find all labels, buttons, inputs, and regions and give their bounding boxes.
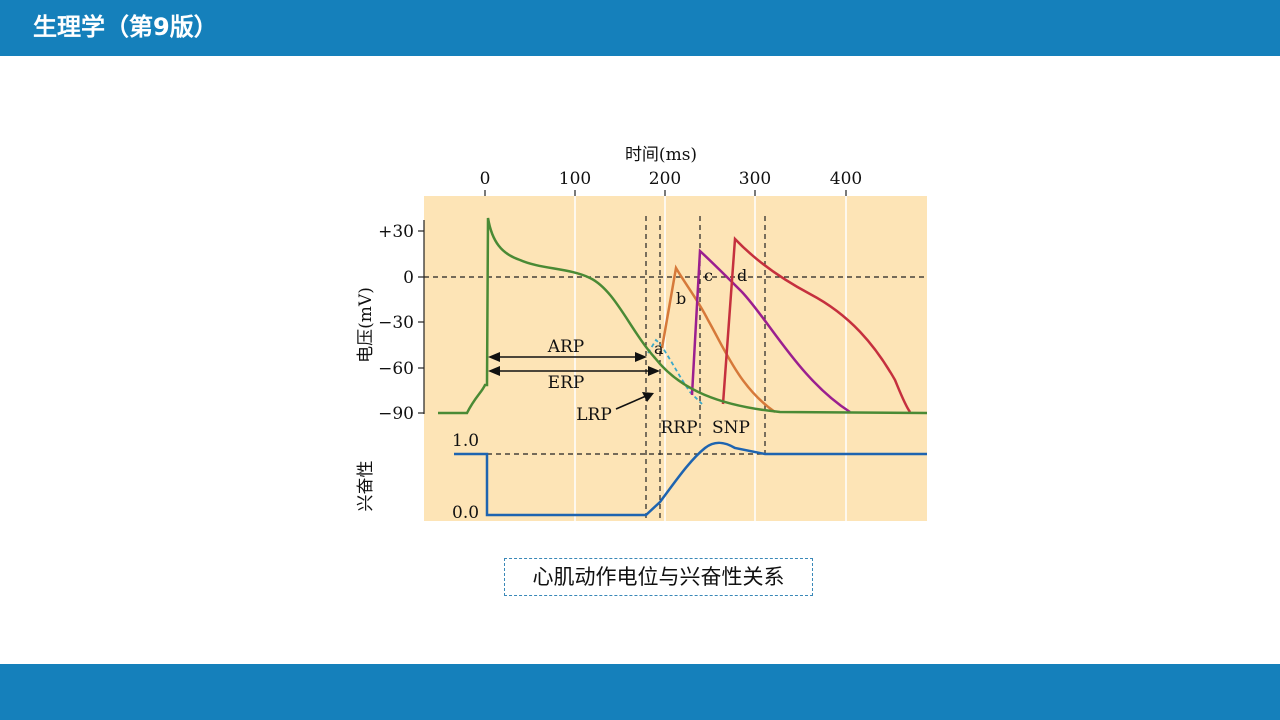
grid-lines (574, 196, 847, 521)
x-tick-400: 400 (830, 169, 862, 189)
x-axis-title: 时间(ms) (625, 145, 697, 165)
y-tick-plus30: +30 (378, 222, 414, 242)
plot-background (424, 196, 927, 521)
action-potential-diagram: 时间(ms) 0 100 200 300 400 +30 0 −30 (356, 145, 928, 523)
response-curve-c (690, 248, 851, 414)
x-tick-300: 300 (739, 169, 771, 189)
label-curve-b: b (676, 289, 686, 308)
y-tick-marks (418, 230, 424, 414)
footer-bar (0, 664, 1280, 720)
label-curve-a: a (654, 339, 664, 358)
annotation-labels: ARP ERP LRP RRP SNP a b c d (547, 266, 750, 438)
y-axis-ticks: +30 0 −30 −60 −90 (378, 222, 414, 424)
x-axis-ticks: 0 100 200 300 400 (480, 169, 863, 189)
y-tick-minus90: −90 (378, 404, 414, 424)
x-tick-200: 200 (649, 169, 681, 189)
y-tick-0: 0 (403, 268, 414, 288)
label-lrp: LRP (576, 405, 612, 425)
header-bar: 生理学（第9版） (0, 0, 1280, 56)
excitability-curve (454, 441, 927, 517)
label-rrp: RRP (660, 418, 697, 438)
response-curve-b (660, 264, 776, 414)
normal-action-potential-curve (438, 217, 928, 415)
label-curve-d: d (737, 266, 747, 285)
figure-caption: 心肌动作电位与兴奋性关系 (504, 558, 813, 596)
response-curve-a (647, 338, 703, 405)
y-axis-title: 电压(mV) (356, 287, 376, 363)
x-tick-0: 0 (480, 169, 491, 189)
refractory-period-arrows (488, 352, 660, 410)
x-tick-100: 100 (559, 169, 591, 189)
label-curve-c: c (704, 266, 713, 285)
excitability-tick-0: 0.0 (452, 503, 479, 523)
label-erp: ERP (548, 373, 585, 393)
slide-title: 生理学（第9版） (33, 13, 218, 41)
excitability-tick-1: 1.0 (452, 431, 479, 451)
y-tick-minus30: −30 (378, 313, 414, 333)
action-potential-figure: 时间(ms) 0 100 200 300 400 +30 0 −30 (330, 130, 950, 540)
label-snp: SNP (712, 418, 750, 438)
y-tick-minus60: −60 (378, 359, 414, 379)
label-arp: ARP (547, 337, 585, 357)
response-curve-d (721, 236, 912, 413)
excitability-axis-title: 兴奋性 (356, 461, 376, 512)
x-tick-marks (484, 190, 847, 196)
